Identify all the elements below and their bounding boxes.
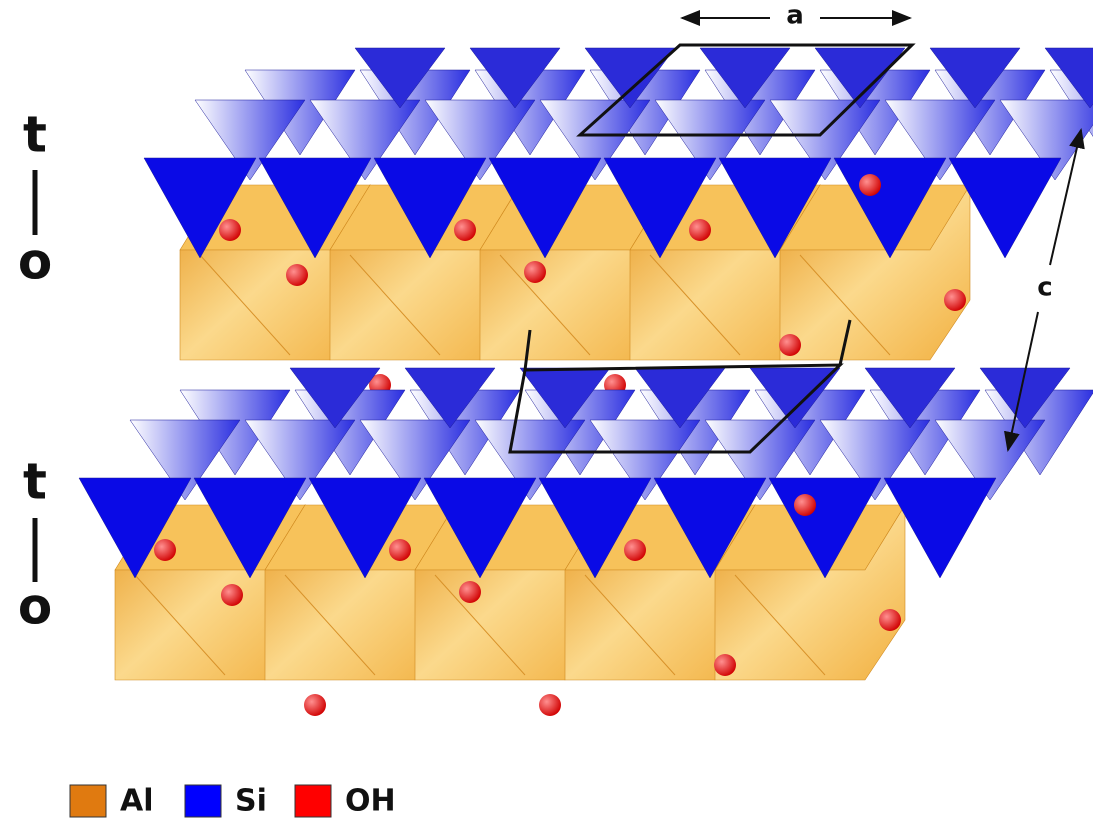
t-label: t (23, 106, 47, 164)
si-tetrahedron (373, 157, 487, 259)
al-octahedron (714, 503, 906, 681)
si-tetrahedron (929, 47, 1021, 109)
al-octahedron-edge (199, 254, 291, 356)
oh-sphere (779, 334, 801, 356)
oh-sphere (794, 494, 816, 516)
al-octahedron-edge (584, 574, 676, 676)
si-tetrahedron (423, 477, 537, 579)
al-octahedron-edge (499, 254, 591, 356)
si-tetrahedron (603, 157, 717, 259)
si-tetrahedron (589, 419, 701, 501)
al-octahedron-edge (349, 254, 441, 356)
si-tetrahedron (699, 47, 791, 109)
crystal-layers (78, 47, 1093, 716)
a-axis-label: a (786, 1, 804, 31)
si-tetrahedron (718, 157, 832, 259)
al-octahedron-edge (649, 254, 741, 356)
si-tetrahedron (488, 157, 602, 259)
si-tetrahedron (404, 367, 496, 429)
si-tetrahedron (749, 367, 841, 429)
si-tetrahedron (819, 419, 931, 501)
si-tetrahedron (814, 47, 906, 109)
oh-sphere (539, 694, 561, 716)
oh-sphere (859, 174, 881, 196)
oh-sphere (879, 609, 901, 631)
oh-sphere (459, 581, 481, 603)
legend-label: OH (345, 784, 396, 819)
legend-swatch (69, 784, 107, 818)
unit-cell (508, 43, 916, 454)
legend-label: Si (235, 784, 267, 819)
oh-sphere (304, 694, 326, 716)
si-tetrahedron (704, 419, 816, 501)
si-tetrahedron (308, 477, 422, 579)
si-tetrahedron (1044, 47, 1093, 109)
oh-sphere (624, 539, 646, 561)
si-tetrahedron (884, 99, 996, 181)
si-tetrahedron (654, 99, 766, 181)
legend-swatch (184, 784, 222, 818)
si-tetrahedron (469, 47, 561, 109)
si-tetrahedron (769, 99, 881, 181)
legend-swatch (294, 784, 332, 818)
al-octahedron (779, 183, 971, 361)
si-tetrahedron (354, 47, 446, 109)
al-octahedron-edge (134, 574, 226, 676)
si-tetrahedron (258, 157, 372, 259)
oh-sphere (154, 539, 176, 561)
legend: Al Si OH (69, 784, 396, 819)
legend-label: Al (120, 784, 154, 819)
c-arrow (1049, 128, 1085, 266)
si-tetrahedron (538, 477, 652, 579)
si-tetrahedron (424, 99, 536, 181)
al-octahedron-edge (284, 574, 376, 676)
si-tetrahedron (883, 477, 997, 579)
si-tetrahedron (584, 47, 676, 109)
oh-sphere (689, 219, 711, 241)
al-octahedron-edge (434, 574, 526, 676)
oh-sphere (286, 264, 308, 286)
al-octahedron-edge (734, 574, 826, 676)
c-axis-label: c (1037, 273, 1052, 303)
oh-sphere (714, 654, 736, 676)
al-octahedron-edge (799, 254, 891, 356)
si-tetrahedron (143, 157, 257, 259)
oh-sphere (944, 289, 966, 311)
si-tetrahedron (948, 157, 1062, 259)
si-tetrahedron (474, 419, 586, 501)
oh-sphere (219, 219, 241, 241)
si-tetrahedron (864, 367, 956, 429)
oh-sphere (389, 539, 411, 561)
oh-sphere (221, 584, 243, 606)
oh-sphere (454, 219, 476, 241)
si-tetrahedron (289, 367, 381, 429)
si-tetrahedron (359, 419, 471, 501)
si-tetrahedron (129, 419, 241, 501)
o-label: o (18, 578, 52, 636)
si-tetrahedron (194, 99, 306, 181)
oh-sphere (524, 261, 546, 283)
o-label: o (18, 233, 52, 291)
c-arrow (1004, 311, 1039, 452)
si-tetrahedron (539, 99, 651, 181)
si-tetrahedron (193, 477, 307, 579)
si-tetrahedron (78, 477, 192, 579)
si-tetrahedron (653, 477, 767, 579)
si-tetrahedron (309, 99, 421, 181)
t-label: t (23, 453, 47, 511)
si-tetrahedron (244, 419, 356, 501)
